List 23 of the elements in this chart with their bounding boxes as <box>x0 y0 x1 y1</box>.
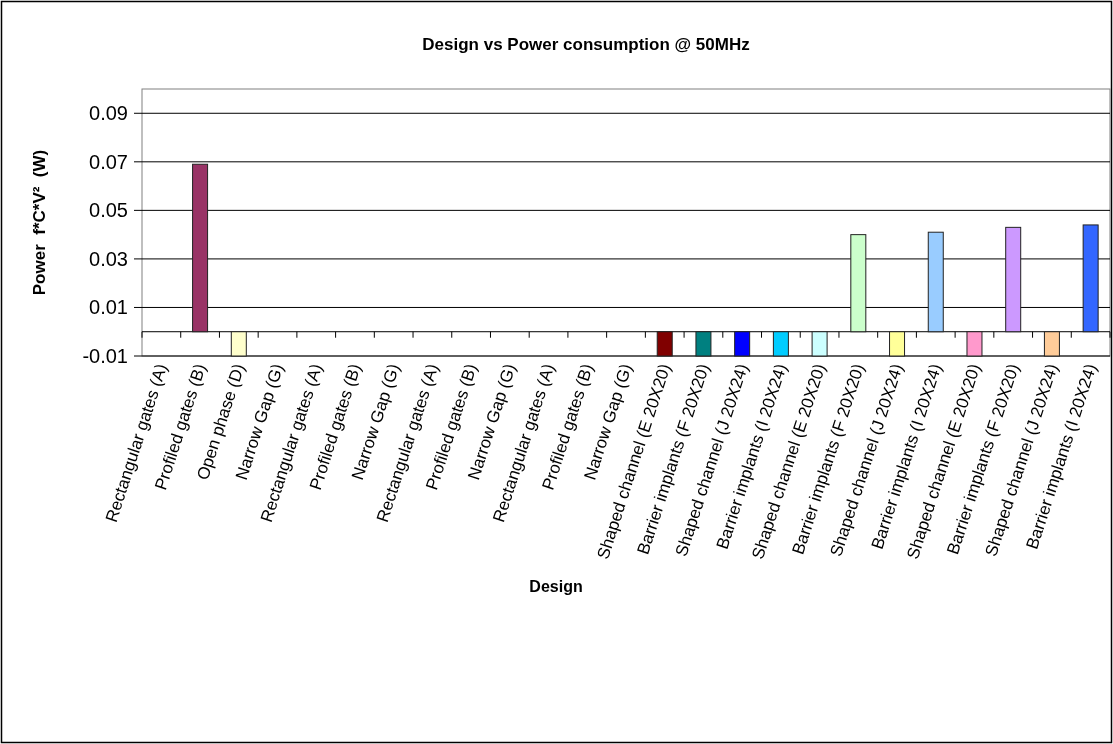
y-tick-label: 0.05 <box>89 199 128 222</box>
bar <box>734 331 751 357</box>
bar <box>1005 226 1022 333</box>
bar <box>1043 331 1060 357</box>
bar <box>966 331 983 357</box>
bar <box>192 163 209 333</box>
y-tick-label: 0.01 <box>89 296 128 319</box>
bar <box>656 331 673 357</box>
y-axis-title: Power f*C*V² (W) <box>30 149 49 296</box>
bar <box>772 331 789 357</box>
bar <box>695 331 712 357</box>
bar <box>230 331 247 357</box>
bar <box>811 331 828 357</box>
chart-title: Design vs Power consumption @ 50MHz <box>422 35 750 54</box>
y-tick-label: -0.01 <box>82 345 128 367</box>
bar <box>1082 224 1099 333</box>
bar <box>889 331 906 357</box>
y-tick-label: 0.07 <box>89 150 128 173</box>
bar <box>927 231 944 333</box>
x-axis-title: Design <box>529 578 583 595</box>
y-tick-label: 0.03 <box>89 247 128 270</box>
y-tick-label: 0.09 <box>89 102 128 125</box>
bar <box>850 234 867 333</box>
